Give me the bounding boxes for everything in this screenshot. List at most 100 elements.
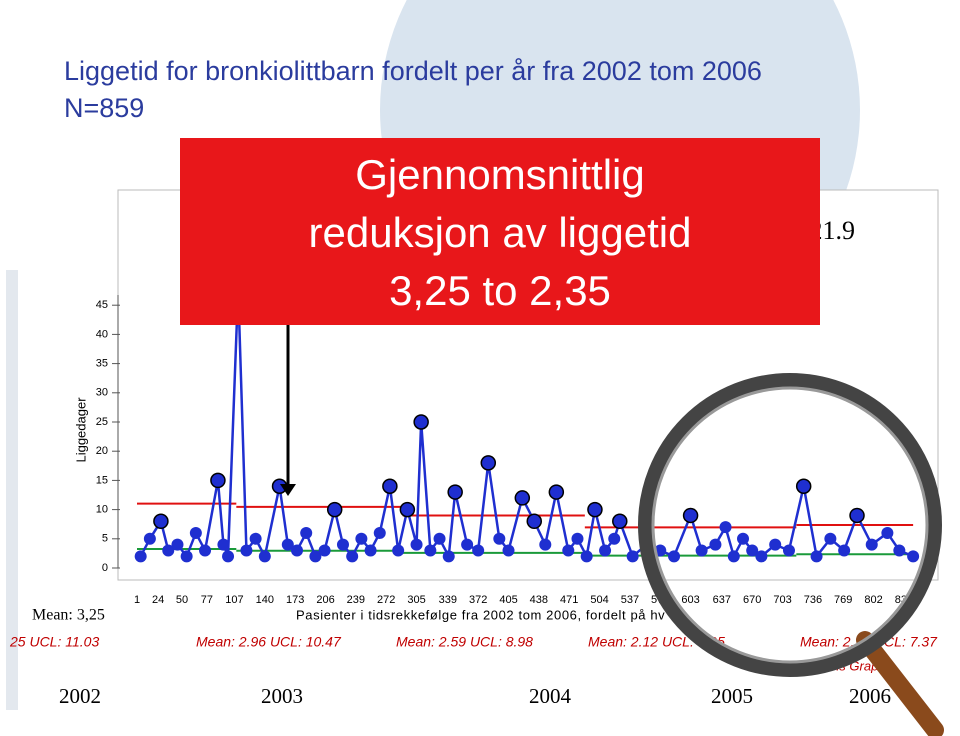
x-axis-label: Pasienter i tidsrekkefølge fra 2002 tom … xyxy=(296,607,665,622)
data-point xyxy=(461,538,474,551)
data-point xyxy=(838,544,851,557)
data-point xyxy=(824,532,837,545)
data-point xyxy=(281,538,294,551)
y-tick-label: 45 xyxy=(96,299,108,311)
x-tick-label: 537 xyxy=(621,594,639,606)
data-point xyxy=(695,544,708,557)
data-point xyxy=(143,532,156,545)
x-tick-label: 24 xyxy=(152,594,164,606)
plot: 0 5 10 15 20 25 30 35 40 45 1 24 50 77 107 140 173 206 239… xyxy=(9,279,938,650)
segment-label: Mean: 2.59 UCL: 8.98 xyxy=(396,634,533,650)
data-point xyxy=(587,501,603,518)
data-point xyxy=(180,550,193,563)
years: 2002 2003 2004 2005 2006 xyxy=(59,684,891,708)
data-point xyxy=(795,478,812,494)
data-point xyxy=(893,544,906,557)
data-point xyxy=(626,550,639,563)
y-axis-label: Liggedager xyxy=(73,397,88,463)
data-point xyxy=(249,532,262,545)
year-label: 2005 xyxy=(711,684,753,708)
data-point xyxy=(399,501,416,518)
data-point xyxy=(737,532,750,545)
data-point xyxy=(210,472,226,489)
x-tick-label: 339 xyxy=(439,594,457,606)
data-point xyxy=(810,550,823,563)
data-point xyxy=(442,550,455,563)
segment-label: 25 UCL: 11.03 xyxy=(9,634,99,650)
data-point xyxy=(346,550,359,563)
data-point xyxy=(336,538,349,551)
data-point xyxy=(881,526,894,539)
y-tick-label: 5 xyxy=(102,533,108,545)
x-tick-label: 603 xyxy=(681,594,699,606)
data-point xyxy=(217,538,230,551)
data-point xyxy=(548,484,565,500)
data-point xyxy=(222,550,235,563)
data-point xyxy=(608,532,621,545)
data-point xyxy=(769,538,782,551)
data-point xyxy=(291,544,304,557)
data-point xyxy=(373,526,386,539)
data-point xyxy=(849,507,865,524)
data-point xyxy=(162,544,175,557)
x-tick-label: 769 xyxy=(834,594,852,606)
data-point xyxy=(539,538,552,551)
data-point xyxy=(392,544,405,557)
x-tick-label: 272 xyxy=(377,594,395,606)
x-tick-label: 471 xyxy=(560,594,578,606)
data-point xyxy=(355,532,368,545)
segment-label: Mean: 2.96 UCL: 10.47 xyxy=(196,634,342,650)
x-tick-label: 1 xyxy=(134,594,140,606)
mean-label: Mean: 3,25 xyxy=(32,607,105,624)
data-point xyxy=(199,544,212,557)
x-tick-label: 670 xyxy=(743,594,761,606)
x-tick-label: 107 xyxy=(225,594,243,606)
x-tick-label: 802 xyxy=(864,594,882,606)
data-point xyxy=(682,507,699,524)
data-point xyxy=(326,501,343,518)
y-tick-label: 40 xyxy=(96,328,108,340)
magnifier-rim xyxy=(638,373,942,677)
data-point xyxy=(514,490,531,506)
side-bar xyxy=(6,270,18,710)
data-point xyxy=(134,550,147,563)
callout-box xyxy=(180,138,820,325)
x-tick-label: 637 xyxy=(713,594,731,606)
data-point xyxy=(189,526,202,539)
x-tick-label: 504 xyxy=(590,594,608,606)
y-tick-label: 25 xyxy=(96,416,108,428)
data-point xyxy=(580,550,593,563)
data-point xyxy=(447,484,463,500)
x-tick-label: 736 xyxy=(804,594,822,606)
data-point xyxy=(746,544,759,557)
callout-line: 3,25 to 2,35 xyxy=(389,267,611,314)
title: Liggetid for bronkiolittbarn fordelt per… xyxy=(64,56,762,86)
x-tick-label: 372 xyxy=(469,594,487,606)
data-point xyxy=(599,544,612,557)
x-tick-label: 405 xyxy=(499,594,517,606)
data-point xyxy=(153,513,169,530)
data-point xyxy=(171,538,184,551)
x-tick-label: 77 xyxy=(201,594,213,606)
magnifier-handle xyxy=(856,631,944,736)
data-point xyxy=(865,538,878,551)
x-tick-label: 206 xyxy=(316,594,334,606)
data-point xyxy=(493,532,506,545)
data-point xyxy=(318,544,331,557)
data-point xyxy=(382,478,398,494)
data-point xyxy=(612,513,628,530)
callout-line: Gjennomsnittlig xyxy=(355,151,644,198)
year-label: 2003 xyxy=(261,684,303,708)
x-tick-label: 50 xyxy=(176,594,188,606)
y-tick-label: 35 xyxy=(96,358,108,370)
x-tick-label: 140 xyxy=(256,594,274,606)
data-point xyxy=(433,532,446,545)
y-tick-label: 20 xyxy=(96,445,108,457)
year-label: 2002 xyxy=(59,684,101,708)
data-point xyxy=(300,526,313,539)
data-point xyxy=(413,414,429,430)
magnifier-rim-inner xyxy=(651,386,929,664)
data-point xyxy=(755,550,768,563)
